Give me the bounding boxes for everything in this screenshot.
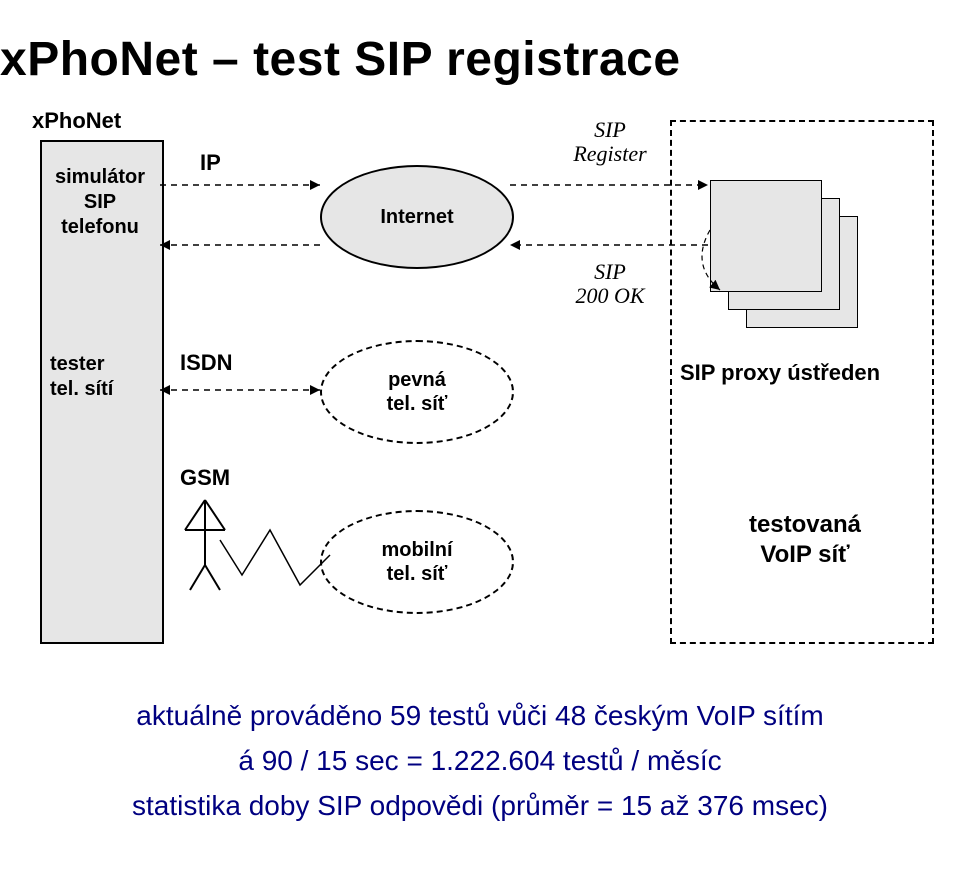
xphonet-label: xPhoNet <box>32 108 121 134</box>
pstn-l1: pevná <box>388 369 446 391</box>
sip-reg-l2: Register <box>573 141 646 166</box>
left-box-row2: tester tel. sítí <box>50 352 113 402</box>
mobile-ellipse: mobilní tel. síť <box>320 510 514 614</box>
mobile-l1: mobilní <box>381 539 452 561</box>
page-title: xPhoNet – test SIP registrace <box>0 32 960 87</box>
ip-label: IP <box>200 150 221 176</box>
tested-l1: testovaná <box>749 511 861 538</box>
sip-200-l2: 200 OK <box>575 283 644 308</box>
leftbox-r2-l2: tel. sítí <box>50 378 113 400</box>
leftbox-r1-l2: SIP <box>84 191 116 213</box>
tested-voip-label: testovaná VoIP síť <box>700 510 910 570</box>
edge-gsm-zigzag <box>220 530 330 585</box>
pstn-l2: tel. síť <box>387 393 448 415</box>
antenna-icon <box>185 500 225 590</box>
sip-200-l1: SIP <box>594 259 626 284</box>
mobile-l2: tel. síť <box>387 563 448 585</box>
internet-ellipse-label: Internet <box>380 206 453 229</box>
pstn-ellipse-label: pevná tel. síť <box>387 368 448 416</box>
left-box-row1: simulátor SIP telefonu <box>40 165 160 240</box>
sip-proxy-label: SIP proxy ústředen <box>680 360 880 386</box>
leftbox-r1-l3: telefonu <box>61 216 139 238</box>
isdn-label: ISDN <box>180 350 233 376</box>
footer-line-1: aktuálně prováděno 59 testů vůči 48 česk… <box>60 700 900 732</box>
internet-ellipse: Internet <box>320 165 514 269</box>
gsm-label: GSM <box>180 465 230 491</box>
pstn-ellipse: pevná tel. síť <box>320 340 514 444</box>
page-root: xPhoNet – test SIP registrace xPhoNet si… <box>0 0 960 893</box>
leftbox-r1-l1: simulátor <box>55 166 145 188</box>
tested-l2: VoIP síť <box>760 541 849 568</box>
network-diagram: xPhoNet simulátor SIP telefonu tester te… <box>10 110 950 670</box>
leftbox-r2-l1: tester <box>50 353 104 375</box>
sip-200-label: SIP 200 OK <box>550 260 670 308</box>
footer-line-3: statistika doby SIP odpovědi (průměr = 1… <box>60 790 900 822</box>
footer-line-2: á 90 / 15 sec = 1.222.604 testů / měsíc <box>60 745 900 777</box>
proxy-square-1 <box>710 180 822 292</box>
mobile-ellipse-label: mobilní tel. síť <box>381 538 452 586</box>
sip-reg-l1: SIP <box>594 117 626 142</box>
sip-register-label: SIP Register <box>550 118 670 166</box>
